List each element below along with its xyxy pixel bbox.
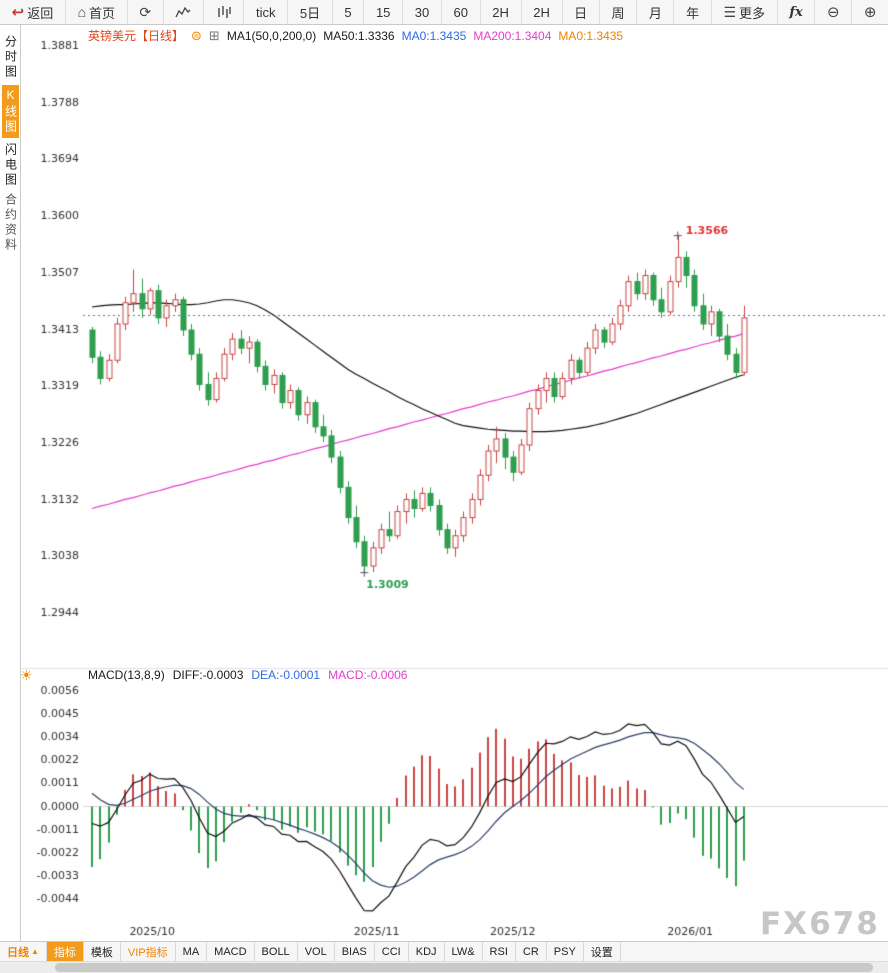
more-button-label: 更多 bbox=[739, 5, 766, 21]
refresh-button[interactable]: ⟳ bbox=[128, 0, 164, 24]
line-chart-type-button[interactable] bbox=[164, 0, 205, 24]
macd-header: MACD(13,8,9) DIFF:-0.0003 DEA:-0.0001 MA… bbox=[88, 668, 407, 682]
chart-canvas[interactable] bbox=[21, 25, 888, 941]
period-5day-button-label: 5日 bbox=[299, 5, 321, 21]
watermark: FX678 bbox=[760, 906, 880, 942]
bottom-toolbar: 日线 ▲ 指标 模板 VIP指标 MA MACD BOLL VOL BIAS CCI KDJ LW& RS… bbox=[0, 941, 888, 961]
collapse-indicator-icon[interactable] bbox=[191, 29, 202, 42]
caret-up-icon: ▲ bbox=[31, 947, 39, 956]
area-chart-icon bbox=[175, 5, 191, 19]
period-label: 日线 bbox=[7, 946, 29, 959]
indicator-boll-button[interactable]: BOLL bbox=[255, 942, 298, 961]
sidebar-item-flash-chart[interactable]: 闪电图 bbox=[3, 143, 18, 188]
period-selector[interactable]: 日线 ▲ bbox=[0, 942, 47, 961]
home-button-label: 首页 bbox=[89, 5, 116, 21]
period-day-button-label: 日 bbox=[574, 5, 588, 21]
left-sidebar: 分时图 K线图闪电图合约资料 bbox=[0, 25, 21, 941]
more-button[interactable]: ☰ 更多 bbox=[712, 0, 778, 24]
symbol-title: 英镑美元【日线】 bbox=[88, 29, 185, 43]
period-60min-button-label: 60 bbox=[453, 4, 468, 20]
macd-param-label: MACD(13,8,9) bbox=[88, 668, 165, 682]
period-30min-button-label: 30 bbox=[414, 4, 430, 20]
macd-dea-value: DEA:-0.0001 bbox=[251, 668, 321, 682]
formula-button-label: fx bbox=[789, 4, 803, 20]
period-4hour-button-label: 2H bbox=[533, 4, 550, 20]
period-year-button-label: 年 bbox=[686, 5, 700, 21]
ma-param-label: MA1(50,0,200,0) bbox=[226, 28, 317, 43]
period-15min-button-label: 15 bbox=[375, 4, 391, 20]
sidebar-item-kline-chart[interactable]: K线图 bbox=[1, 85, 19, 138]
period-tick-button[interactable]: tick bbox=[244, 0, 289, 24]
period-2hour-button[interactable]: 2H bbox=[481, 0, 522, 24]
period-week-button[interactable]: 周 bbox=[600, 0, 638, 24]
period-tick-button-label: tick bbox=[256, 4, 276, 20]
zoom-out-icon: ⊖ bbox=[827, 3, 840, 21]
sidebar-item-time-chart[interactable]: 分时图 bbox=[3, 35, 18, 80]
ma50-value: MA50:1.3336 bbox=[323, 28, 395, 43]
sidebar-item-contract-info[interactable]: 合约资料 bbox=[3, 193, 18, 253]
tab-vip-indicators[interactable]: VIP指标 bbox=[121, 942, 176, 961]
scrollbar-handle[interactable] bbox=[55, 963, 873, 972]
period-2hour-button-label: 2H bbox=[492, 4, 509, 20]
period-15min-button[interactable]: 15 bbox=[364, 0, 404, 24]
home-icon: ⌂ bbox=[77, 4, 87, 20]
period-5min-button[interactable]: 5 bbox=[333, 0, 365, 24]
period-year-button[interactable]: 年 bbox=[674, 0, 712, 24]
period-4hour-button[interactable]: 2H bbox=[522, 0, 563, 24]
indicator-settings-icon[interactable] bbox=[20, 667, 33, 684]
indicator-bias-button[interactable]: BIAS bbox=[335, 942, 375, 961]
period-5day-button[interactable]: 5日 bbox=[288, 0, 333, 24]
settings-button[interactable]: 设置 bbox=[584, 942, 621, 961]
home-button[interactable]: ⌂ 首页 bbox=[66, 0, 128, 24]
period-60min-button[interactable]: 60 bbox=[442, 0, 481, 24]
indicator-lw-button[interactable]: LW& bbox=[445, 942, 483, 961]
candle-chart-icon bbox=[216, 5, 232, 19]
back-button[interactable]: ↩ 返回 bbox=[0, 0, 66, 24]
ma0-alt-value: MA0:1.3435 bbox=[558, 28, 624, 43]
top-toolbar: ↩ 返回 ⌂ 首页 ⟳ tick 5日 5 15 30 60 2H 2H 日周月年 ☰ 更多 fx ⊖ ⊕ bbox=[0, 0, 888, 25]
ma200-value: MA200:1.3404 bbox=[473, 28, 552, 43]
zoom-in-icon: ⊕ bbox=[863, 3, 877, 21]
tab-indicators[interactable]: 指标 bbox=[46, 942, 84, 961]
ma0-fast-value: MA0:1.3435 bbox=[401, 28, 467, 43]
period-month-button-label: 月 bbox=[648, 5, 662, 21]
ma-settings-icon[interactable] bbox=[209, 29, 220, 42]
indicator-cci-button[interactable]: CCI bbox=[375, 942, 409, 961]
price-chart-header: 英镑美元【日线】 MA1(50,0,200,0) MA50:1.3336 MA0… bbox=[88, 27, 623, 44]
period-week-button-label: 周 bbox=[611, 5, 625, 21]
zoom-out-button[interactable]: ⊖ bbox=[815, 0, 853, 24]
formula-button[interactable]: fx bbox=[778, 0, 816, 24]
indicator-kdj-button[interactable]: KDJ bbox=[409, 942, 445, 961]
period-month-button[interactable]: 月 bbox=[637, 0, 675, 24]
zoom-in-button[interactable]: ⊕ bbox=[852, 0, 888, 24]
indicator-macd-button[interactable]: MACD bbox=[207, 942, 255, 961]
indicator-vol-button[interactable]: VOL bbox=[298, 942, 335, 961]
macd-diff-value: DIFF:-0.0003 bbox=[172, 668, 244, 682]
menu-icon: ☰ bbox=[723, 4, 737, 20]
indicator-cr-button[interactable]: CR bbox=[516, 942, 547, 961]
period-5min-button-label: 5 bbox=[344, 4, 352, 20]
horizontal-scrollbar[interactable] bbox=[0, 961, 888, 973]
indicator-ma-button[interactable]: MA bbox=[176, 942, 208, 961]
indicator-rsi-button[interactable]: RSI bbox=[483, 942, 516, 961]
period-day-button[interactable]: 日 bbox=[563, 0, 600, 24]
period-30min-button[interactable]: 30 bbox=[403, 0, 442, 24]
macd-value: MACD:-0.0006 bbox=[328, 668, 408, 682]
tab-templates[interactable]: 模板 bbox=[84, 942, 121, 961]
indicator-psy-button[interactable]: PSY bbox=[547, 942, 584, 961]
back-arrow-icon: ↩ bbox=[11, 3, 25, 21]
back-button-label: 返回 bbox=[27, 5, 54, 21]
candle-chart-type-button[interactable] bbox=[204, 0, 245, 24]
refresh-icon: ⟳ bbox=[139, 4, 152, 20]
